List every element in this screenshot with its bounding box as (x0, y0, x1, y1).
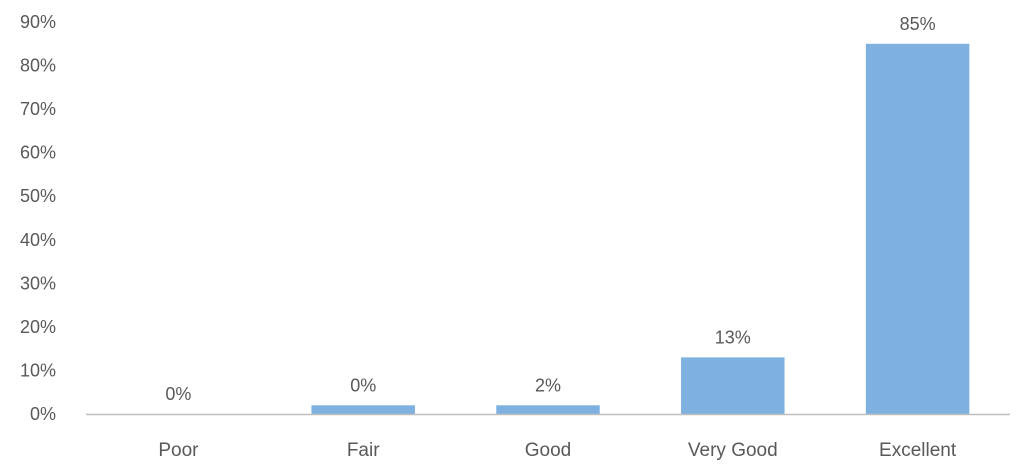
bar-fair (311, 405, 415, 414)
data-labels: 0% 0% 2% 13% 85% (165, 14, 935, 404)
data-label: 2% (535, 375, 561, 395)
bar-good (496, 405, 600, 414)
x-tick-label: Very Good (688, 440, 778, 461)
bar-very-good (681, 357, 785, 414)
data-label: 13% (715, 327, 751, 347)
y-tick-label: 10% (20, 360, 56, 380)
y-tick-label: 70% (20, 99, 56, 119)
y-tick-label: 20% (20, 317, 56, 337)
y-tick-label: 40% (20, 230, 56, 250)
bar-series (311, 43, 970, 415)
y-tick-label: 80% (20, 56, 56, 76)
y-tick-label: 60% (20, 143, 56, 163)
x-tick-label: Fair (347, 440, 380, 461)
bar-excellent (865, 43, 970, 415)
x-tick-label: Poor (158, 440, 199, 461)
y-axis-ticks: 0% 10% 20% 30% 40% 50% 60% 70% 80% 90% (20, 12, 56, 424)
data-label: 0% (165, 384, 191, 404)
data-label: 85% (900, 14, 936, 34)
x-tick-label: Good (525, 440, 571, 461)
x-axis-labels: Poor Fair Good Very Good Excellent (158, 440, 957, 461)
x-tick-label: Excellent (879, 440, 957, 461)
y-tick-label: 30% (20, 273, 56, 293)
y-tick-label: 0% (30, 404, 56, 424)
data-label: 0% (350, 375, 376, 395)
y-tick-label: 90% (20, 12, 56, 32)
y-tick-label: 50% (20, 186, 56, 206)
